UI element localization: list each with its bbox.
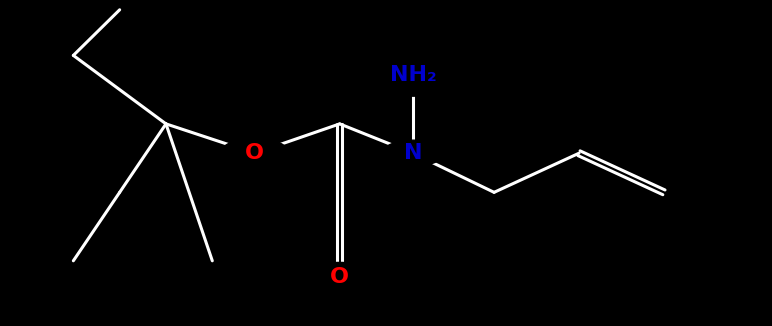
Circle shape [305, 262, 374, 292]
Text: N: N [404, 143, 422, 163]
Text: O: O [245, 143, 264, 163]
Text: O: O [330, 267, 349, 287]
Circle shape [363, 54, 463, 96]
Text: NH₂: NH₂ [390, 65, 436, 85]
Circle shape [220, 139, 290, 168]
Circle shape [382, 140, 444, 166]
